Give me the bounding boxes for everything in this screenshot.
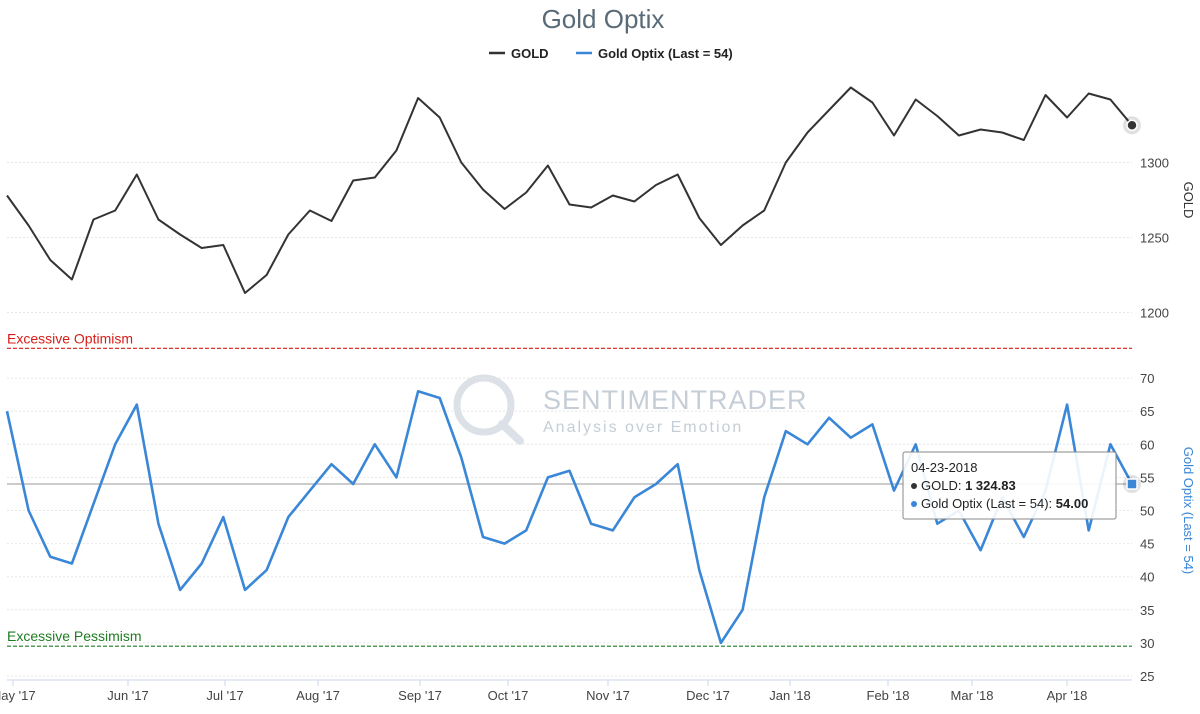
x-tick-label: Dec '17 xyxy=(686,688,730,703)
x-tick-label: Nov '17 xyxy=(586,688,630,703)
x-tick-label: Feb '18 xyxy=(867,688,910,703)
x-tick-label: Aug '17 xyxy=(296,688,340,703)
y-tick-label: 1250 xyxy=(1140,231,1169,246)
x-tick-label: Apr '18 xyxy=(1047,688,1088,703)
legend-item-gold: GOLD xyxy=(511,46,549,61)
threshold-label-excessive-optimism: Excessive Optimism xyxy=(7,330,133,346)
y-tick-label: 35 xyxy=(1140,603,1154,618)
tooltip-row-value: 1 324.83 xyxy=(965,478,1016,493)
legend[interactable]: GOLD Gold Optix (Last = 54) xyxy=(489,46,733,61)
y-tick-label: 30 xyxy=(1140,636,1154,651)
y-tick-label: 55 xyxy=(1140,470,1154,485)
x-tick-label: May '17 xyxy=(0,688,36,703)
x-tick-label: Jul '17 xyxy=(206,688,243,703)
axes: 1200 1250 1300 GOLD 25 30 35 40 45 50 55 60 65 70 Gold… xyxy=(0,156,1196,704)
last-point-marker xyxy=(1126,478,1138,490)
tooltip-bullet xyxy=(911,483,917,489)
x-tick-label: Mar '18 xyxy=(951,688,994,703)
x-tick-label: Oct '17 xyxy=(488,688,529,703)
tooltip-row-label: Gold Optix (Last = 54): xyxy=(921,496,1056,511)
watermark-handle-icon xyxy=(498,420,524,445)
y-axis-title-gold-optix-last-54: Gold Optix (Last = 54) xyxy=(1181,447,1196,575)
tooltip-row-value: 54.00 xyxy=(1056,496,1089,511)
watermark: SENTIMENTRADER Analysis over Emotion xyxy=(453,374,808,445)
y-tick-label: 65 xyxy=(1140,404,1154,419)
y-tick-label: 40 xyxy=(1140,570,1154,585)
watermark-brand: SENTIMENTRADER xyxy=(543,385,808,415)
tooltip-row-label: GOLD: xyxy=(921,478,965,493)
series-line-gold xyxy=(6,86,1133,294)
y-tick-label: 1200 xyxy=(1140,306,1169,321)
y-axis-title-gold: GOLD xyxy=(1181,182,1196,219)
threshold-lines: Excessive Optimism Excessive Pessimism xyxy=(7,330,1132,647)
last-point-marker xyxy=(1126,119,1138,132)
y-tick-label: 45 xyxy=(1140,537,1154,552)
x-tick-label: Jun '17 xyxy=(107,688,149,703)
y-tick-label: 25 xyxy=(1140,669,1154,684)
series-lines xyxy=(5,86,1141,645)
tooltip-row-2: Gold Optix (Last = 54): 54.00 xyxy=(921,496,1088,511)
legend-item-gold-optix-last-54: Gold Optix (Last = 54) xyxy=(598,46,733,61)
chart-title: Gold Optix xyxy=(542,4,665,34)
y-tick-label: 50 xyxy=(1140,504,1154,519)
tooltip: 04-23-2018 GOLD: 1 324.83 Gold Optix (Last… xyxy=(902,451,1117,520)
tooltip-box xyxy=(902,451,1117,520)
threshold-label-excessive-pessimism: Excessive Pessimism xyxy=(7,628,142,644)
tooltip-bullet xyxy=(911,501,917,507)
x-tick-label: Sep '17 xyxy=(398,688,442,703)
y-tick-label: 60 xyxy=(1140,437,1154,452)
watermark-tagline: Analysis over Emotion xyxy=(543,419,743,436)
x-tick-label: Jan '18 xyxy=(769,688,811,703)
tooltip-date: 04-23-2018 xyxy=(911,460,978,475)
tooltip-row-1: GOLD: 1 324.83 xyxy=(921,478,1016,493)
y-tick-label: 70 xyxy=(1140,371,1154,386)
y-tick-label: 1300 xyxy=(1140,156,1169,171)
